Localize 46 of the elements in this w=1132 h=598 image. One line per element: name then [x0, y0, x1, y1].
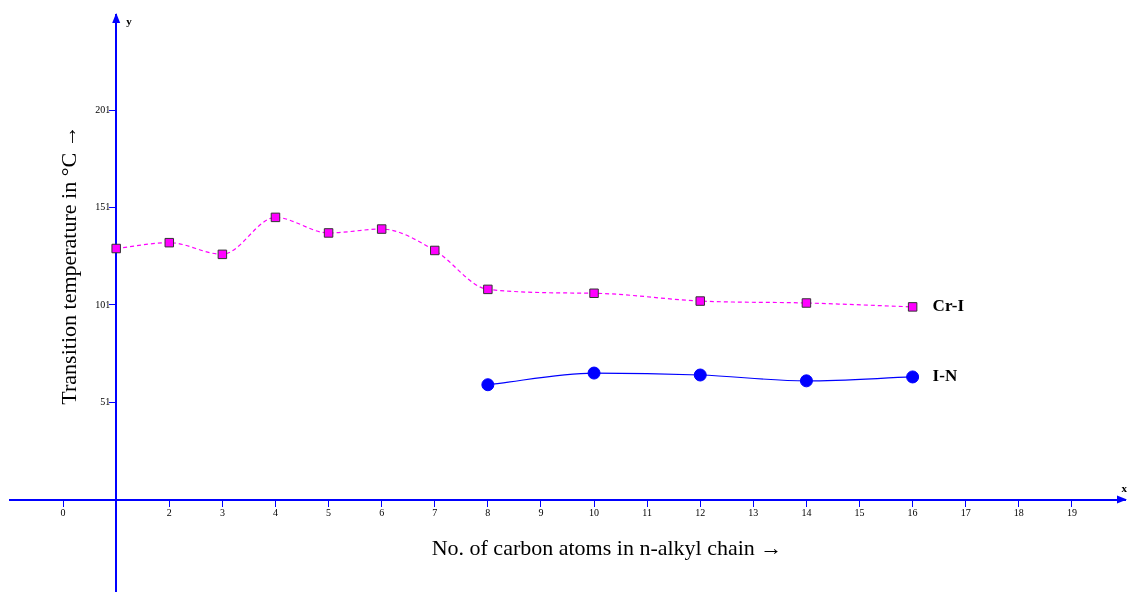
x-tick-label: 2: [166, 507, 172, 519]
x-tick-label: 6: [379, 507, 385, 519]
x-axis-title: No. of carbon atoms in n-alkyl chain →: [431, 534, 783, 560]
point: [906, 370, 920, 384]
y-axis-title: Transition temperature in °C →: [55, 125, 81, 405]
y-tick-label: 51: [100, 395, 111, 407]
point: [695, 296, 705, 306]
x-tick-label: 14: [801, 507, 812, 519]
point: [483, 284, 493, 295]
point: [693, 368, 707, 382]
y-tick-label: 101: [95, 298, 111, 310]
point: [430, 245, 440, 256]
x-tick-label: 11: [642, 507, 652, 519]
x-tick-label: 7: [432, 507, 438, 519]
annotation: y: [126, 15, 133, 28]
series-label: I-N: [932, 366, 958, 386]
x-tick-label: 15: [854, 507, 865, 519]
point: [164, 237, 175, 248]
x-tick-label: 13: [748, 507, 759, 519]
point: [589, 288, 599, 299]
x-tick-label: 4: [272, 507, 278, 519]
x-tick-label: 9: [538, 507, 544, 519]
point: [217, 249, 228, 260]
point: [799, 374, 813, 388]
point: [270, 212, 281, 223]
x-tick-label: 10: [589, 507, 600, 519]
x-tick-label: 18: [1013, 507, 1024, 519]
point: [111, 243, 121, 254]
x-tick-label: 5: [326, 507, 332, 519]
y-tick-label: 201: [95, 103, 111, 115]
annotation: x: [1121, 481, 1128, 494]
point: [481, 378, 495, 392]
x-tick-label: 0: [60, 507, 66, 519]
point: [376, 224, 387, 234]
point: [907, 302, 918, 312]
x-tick-label: 8: [485, 507, 491, 519]
point: [587, 366, 601, 380]
x-tick-label: 12: [695, 507, 706, 519]
point: [801, 298, 812, 308]
x-tick-label: 16: [907, 507, 918, 519]
point: [323, 228, 334, 238]
y-tick-label: 151: [95, 201, 111, 213]
x-tick-label: 3: [219, 507, 225, 519]
series-label: Cr-I: [932, 296, 965, 316]
x-tick-label: 19: [1066, 507, 1077, 519]
x-tick-label: 17: [960, 507, 971, 519]
